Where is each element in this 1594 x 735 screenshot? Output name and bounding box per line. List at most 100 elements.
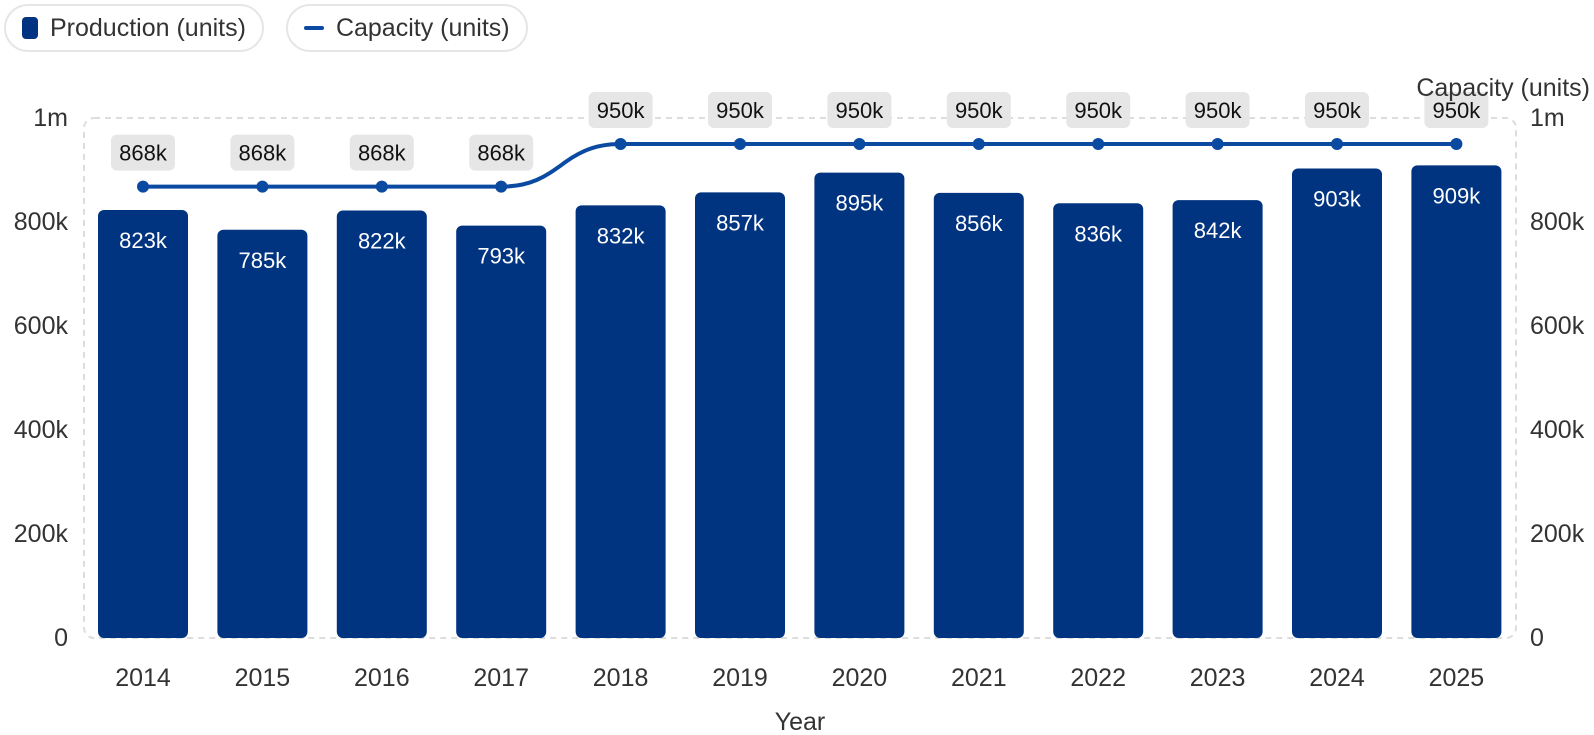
production-bar-label: 909k	[1433, 183, 1482, 208]
capacity-label-badge	[1424, 92, 1489, 128]
capacity-point-label: 868k	[477, 141, 526, 166]
capacity-point-label: 950k	[1433, 98, 1482, 123]
y-right-tick-label: 1m	[1530, 104, 1565, 132]
legend-label-production: Production (units)	[50, 13, 246, 42]
y-left-tick-label: 400k	[14, 416, 69, 444]
y-left-tick-label: 200k	[14, 520, 69, 548]
production-bar[interactable]	[456, 225, 547, 638]
production-bar[interactable]	[1411, 165, 1502, 638]
capacity-point[interactable]	[495, 180, 508, 193]
y-axis-right: 0 200k 400k 600k 800k 1m	[1530, 104, 1585, 652]
capacity-point[interactable]	[1092, 138, 1105, 150]
production-bar-label: 823k	[119, 228, 168, 253]
capacity-swatch-icon	[303, 26, 324, 30]
production-swatch-icon	[22, 17, 38, 39]
y-left-tick-label: 800k	[14, 208, 69, 236]
x-tick-label: 2025	[1429, 664, 1485, 692]
production-bar[interactable]	[217, 229, 308, 639]
capacity-point-label: 950k	[1313, 98, 1362, 123]
production-bar[interactable]	[695, 192, 785, 639]
production-bar[interactable]	[1292, 168, 1382, 638]
y-right-tick-label: 400k	[1530, 416, 1585, 444]
x-tick-label: 2017	[473, 664, 529, 692]
production-bar[interactable]	[1053, 203, 1144, 638]
x-tick-label: 2022	[1070, 664, 1126, 692]
capacity-label-badge	[349, 134, 414, 171]
capacity-label-badge	[1066, 92, 1131, 128]
production-bar[interactable]	[98, 210, 188, 639]
capacity-line-group: 868k 868k 868k 868k 950k 950k 950k 950k 950k 950k…	[111, 92, 1489, 193]
production-bar-label: 903k	[1313, 186, 1362, 211]
production-bar[interactable]	[1172, 200, 1263, 638]
x-tick-label: 2014	[115, 664, 171, 692]
production-bar-label: 832k	[597, 223, 646, 248]
y-right-tick-label: 600k	[1530, 312, 1585, 340]
capacity-point[interactable]	[1211, 138, 1224, 150]
capacity-label-badge	[827, 92, 892, 128]
x-axis: 2014 2015 2016 2017 2018 2019 2020 2021 2022 2023…	[115, 664, 1484, 692]
capacity-point[interactable]	[256, 180, 269, 193]
capacity-point-label: 950k	[955, 98, 1004, 123]
x-tick-label: 2023	[1190, 664, 1246, 692]
capacity-point-label: 950k	[716, 98, 765, 123]
capacity-point[interactable]	[1331, 138, 1343, 150]
plot-area-border	[83, 117, 1517, 639]
capacity-point[interactable]	[137, 180, 149, 193]
production-bar[interactable]	[814, 172, 905, 638]
capacity-point[interactable]	[614, 138, 627, 150]
bars-group: 823k 785k 822k 793k 832k 857k 895k 856k 836k 842k…	[98, 165, 1502, 639]
capacity-label-badge	[230, 134, 295, 171]
capacity-point-label: 950k	[1194, 98, 1243, 123]
capacity-point-label: 950k	[1074, 98, 1123, 123]
x-tick-label: 2018	[593, 664, 649, 692]
x-tick-label: 2016	[354, 664, 410, 692]
production-bar-label: 856k	[955, 211, 1004, 236]
x-tick-label: 2015	[235, 664, 291, 692]
x-tick-label: 2019	[712, 664, 768, 692]
capacity-label-badge	[588, 92, 653, 128]
production-bar-label: 857k	[716, 210, 765, 235]
production-bar-label: 822k	[358, 229, 407, 254]
capacity-label-badge	[469, 134, 534, 171]
production-bar-label: 842k	[1194, 218, 1243, 243]
capacity-point-label: 868k	[358, 141, 407, 166]
y-axis-left: 0 200k 400k 600k 800k 1m	[14, 104, 69, 652]
y-right-tick-label: 800k	[1530, 208, 1585, 236]
y-right-tick-label: 0	[1530, 624, 1544, 652]
capacity-point-label: 950k	[597, 98, 646, 123]
capacity-point[interactable]	[734, 138, 746, 150]
production-bar-label: 836k	[1074, 221, 1123, 246]
capacity-label-badge	[708, 92, 772, 128]
production-bar-label: 793k	[477, 244, 526, 269]
capacity-label-badge	[946, 92, 1011, 128]
capacity-point[interactable]	[972, 138, 985, 150]
capacity-label-badge	[1305, 92, 1369, 128]
x-tick-label: 2024	[1309, 664, 1365, 692]
production-bar[interactable]	[575, 205, 666, 639]
legend-label-capacity: Capacity (units)	[335, 13, 510, 42]
capacity-point[interactable]	[375, 180, 388, 193]
legend-item-production[interactable]: Production (units)	[4, 4, 264, 52]
capacity-point[interactable]	[853, 138, 866, 150]
production-bar-label: 785k	[239, 248, 288, 273]
y-left-tick-label: 0	[54, 624, 68, 652]
production-bar[interactable]	[933, 192, 1024, 638]
x-axis-title: Year	[775, 708, 826, 735]
capacity-label-badge	[111, 134, 175, 171]
capacity-point-label: 950k	[836, 98, 885, 123]
legend-item-capacity[interactable]: Capacity (units)	[285, 4, 528, 52]
capacity-label-badge	[1185, 92, 1250, 128]
production-bar[interactable]	[336, 210, 427, 638]
y-axis-right-title: Capacity (units)	[1416, 74, 1590, 102]
x-tick-label: 2021	[951, 664, 1007, 692]
capacity-line	[142, 141, 1457, 189]
capacity-point-label: 868k	[239, 141, 288, 166]
production-bar-label: 895k	[836, 191, 885, 216]
y-right-tick-label: 200k	[1530, 520, 1585, 548]
y-left-tick-label: 600k	[14, 312, 69, 340]
y-left-tick-label: 1m	[33, 104, 68, 132]
legend: Production (units) Capacity (units)	[4, 4, 528, 52]
capacity-point[interactable]	[1450, 138, 1463, 150]
x-tick-label: 2020	[832, 664, 888, 692]
